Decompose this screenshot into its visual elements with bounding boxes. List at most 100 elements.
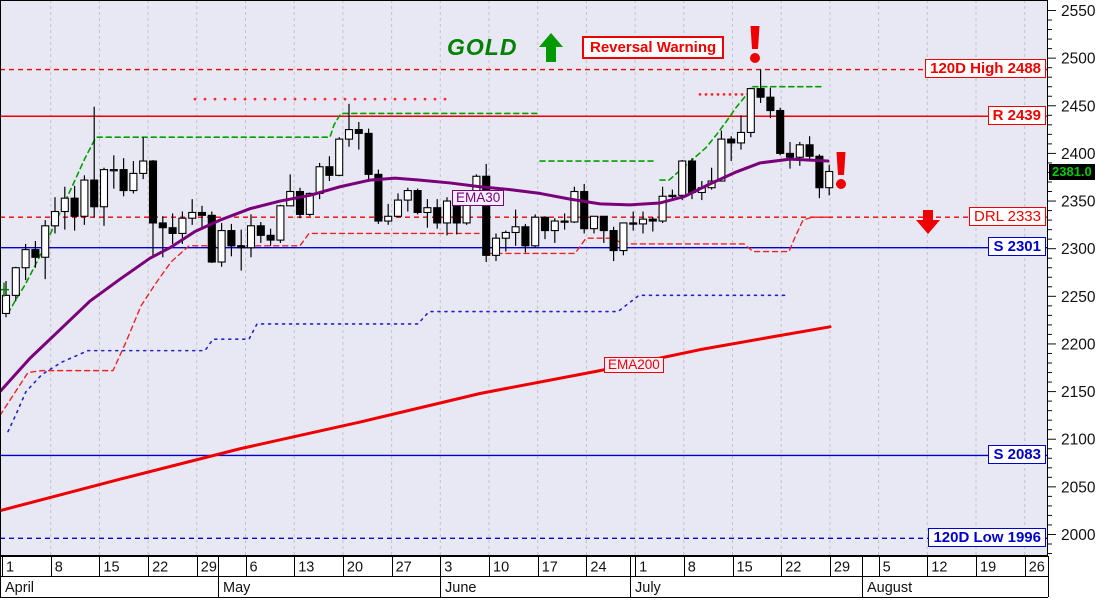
svg-text:27: 27 bbox=[396, 560, 412, 576]
svg-text:29: 29 bbox=[834, 560, 850, 576]
candle-body bbox=[766, 96, 775, 112]
svg-text:29: 29 bbox=[201, 560, 217, 576]
svg-text:2350: 2350 bbox=[1061, 194, 1096, 211]
candle-body bbox=[482, 175, 491, 256]
candle-body bbox=[511, 226, 520, 234]
candle-body bbox=[21, 249, 30, 269]
candle-body bbox=[1, 294, 11, 315]
candle-body bbox=[540, 216, 550, 232]
EMA200-line bbox=[0, 325, 832, 513]
candle-body bbox=[393, 199, 403, 217]
candle-body bbox=[433, 207, 442, 224]
svg-text:19: 19 bbox=[980, 560, 996, 576]
candle-body bbox=[31, 249, 40, 258]
candle-body bbox=[805, 144, 814, 157]
resistance-dots bbox=[193, 92, 750, 101]
price-axis-ticks bbox=[1048, 10, 1056, 555]
candle-body bbox=[129, 172, 138, 192]
svg-text:17: 17 bbox=[542, 560, 558, 576]
candle-body bbox=[217, 230, 226, 263]
candle-body bbox=[70, 197, 79, 217]
svg-text:2300: 2300 bbox=[1061, 241, 1096, 258]
svg-text:2500: 2500 bbox=[1061, 51, 1096, 68]
last-price-tag: 2381.0 bbox=[1049, 163, 1095, 180]
candle-body bbox=[746, 88, 755, 133]
svg-text:5: 5 bbox=[883, 560, 891, 576]
candle-body bbox=[795, 144, 804, 158]
candle-body bbox=[227, 230, 236, 247]
plot-background bbox=[0, 0, 1048, 556]
svg-text:6: 6 bbox=[250, 560, 258, 576]
svg-text:22: 22 bbox=[785, 560, 801, 576]
candle-body bbox=[374, 173, 383, 222]
svg-text:2000: 2000 bbox=[1061, 527, 1096, 544]
candle-body bbox=[60, 197, 69, 213]
svg-text:2200: 2200 bbox=[1061, 336, 1096, 353]
candle-body bbox=[599, 215, 608, 232]
svg-text:13: 13 bbox=[298, 560, 314, 576]
ema200-label: EMA200 bbox=[604, 357, 664, 373]
candle-body bbox=[550, 220, 559, 232]
candle-body bbox=[619, 222, 628, 252]
svg-text:July: July bbox=[635, 580, 662, 596]
candle-body bbox=[442, 200, 452, 224]
price-axis-labels: 2550 2500 2450 2400 2350 2300 2250 2200 2150 2100… bbox=[1061, 3, 1096, 544]
candle-body bbox=[11, 267, 20, 296]
candle-body bbox=[168, 227, 177, 234]
level-label-120d-low: 120D Low 1996 bbox=[928, 527, 1046, 547]
svg-text:1: 1 bbox=[6, 560, 14, 576]
candle-body bbox=[344, 129, 354, 140]
candle-body bbox=[99, 169, 109, 208]
candle-body bbox=[256, 225, 265, 236]
candle-body bbox=[560, 220, 569, 223]
candle-body bbox=[589, 215, 599, 230]
svg-text:12: 12 bbox=[931, 560, 947, 576]
candle-body bbox=[148, 160, 158, 224]
candle-body bbox=[276, 205, 285, 241]
svg-text:2550: 2550 bbox=[1061, 3, 1096, 20]
EMA30-line bbox=[0, 157, 830, 394]
svg-text:2150: 2150 bbox=[1061, 384, 1096, 401]
candle-body bbox=[266, 234, 275, 241]
svg-text:2100: 2100 bbox=[1061, 432, 1096, 449]
svg-text:10: 10 bbox=[493, 560, 509, 576]
candle-body bbox=[609, 230, 618, 252]
svg-text:8: 8 bbox=[55, 560, 63, 576]
svg-text:August: August bbox=[867, 580, 912, 596]
level-label-support-2083: S 2083 bbox=[988, 444, 1046, 464]
candle-body bbox=[570, 190, 579, 223]
candle-body bbox=[501, 231, 510, 239]
candle-body bbox=[727, 138, 736, 144]
candle-body bbox=[384, 215, 393, 222]
candle-body bbox=[776, 109, 785, 154]
candle-body bbox=[736, 131, 746, 144]
blue-dotted-average-line bbox=[7, 294, 789, 433]
candle-body bbox=[305, 192, 314, 215]
level-label-resistance-2439: R 2439 bbox=[987, 105, 1046, 125]
candle-body bbox=[188, 211, 197, 219]
candle-body bbox=[237, 245, 246, 249]
candle-body bbox=[491, 237, 501, 256]
svg-text:20: 20 bbox=[347, 560, 363, 576]
candle-body bbox=[413, 190, 422, 214]
candle-body bbox=[90, 179, 99, 208]
weekly-gridlines bbox=[50, 0, 1026, 556]
svg-text:2050: 2050 bbox=[1061, 479, 1096, 496]
level-label-drl-2333: DRL 2333 bbox=[969, 206, 1046, 226]
candle-body bbox=[756, 88, 765, 98]
svg-text:24: 24 bbox=[590, 560, 606, 576]
date-axis: 1 8 15 22 29 6 13 20 27 3 10 17 24 1 8 15 22 29 5 12 19 26 Apr… bbox=[0, 556, 1104, 602]
candle-body bbox=[80, 179, 89, 217]
svg-text:2450: 2450 bbox=[1061, 98, 1096, 115]
date-axis-grid bbox=[0, 556, 1049, 598]
candle-body bbox=[197, 211, 207, 216]
candle-body bbox=[678, 160, 687, 196]
candle-body bbox=[580, 190, 589, 230]
exclamation-warning-icons bbox=[750, 26, 846, 189]
candle-body bbox=[531, 216, 540, 247]
candle-body bbox=[403, 190, 412, 201]
candle-body bbox=[315, 166, 324, 194]
down-arrow-icon bbox=[916, 210, 940, 234]
support-resistance-lines bbox=[0, 68, 1048, 539]
candle-body bbox=[158, 222, 167, 229]
